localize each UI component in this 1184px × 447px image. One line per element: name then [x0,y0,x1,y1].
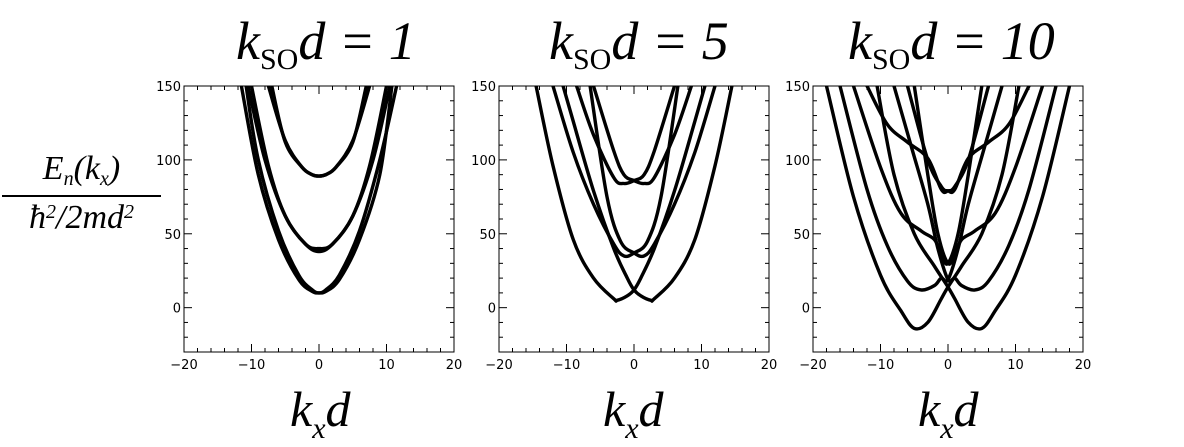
band-curve-5 [851,86,984,266]
x-tick-label: −10 [553,358,580,373]
x-tick-label: 0 [944,358,952,373]
plot-frame [812,85,1084,353]
x-tick-label: 10 [693,358,710,373]
band-curve-4 [892,86,1058,292]
title-k: k [848,11,872,71]
y-tick-label: 50 [793,228,810,243]
band-curve-2 [244,86,399,295]
panel-2: −20 −10 0 10 20 0 50 100 150 [471,80,777,373]
y-axis-label: En(kx) ħ2/2md2 [0,150,163,237]
x-tick-label: −10 [867,358,894,373]
y-tick-label: 100 [785,154,810,169]
curves [239,86,399,295]
band-curve-6 [591,86,694,186]
band-curve-4 [249,86,389,254]
y-tick-label: 150 [156,80,181,95]
x-tick-label: 20 [761,358,778,373]
title-sub: SO [259,43,299,76]
plot-frame [183,85,455,353]
band-curve-5 [574,86,677,186]
fraction-bar [2,195,161,197]
panel-1: −20 −10 0 10 20 0 50 100 150 [156,80,462,373]
x-tick-label: −10 [238,358,265,373]
x-tick-label: 0 [315,358,323,373]
curves [534,86,734,303]
x-tick-label: −20 [485,358,512,373]
band-curve-1 [534,86,707,303]
band-curve-8 [905,86,1031,195]
title-sub: SO [871,43,911,76]
band-curve-6 [912,86,1045,266]
x-tick-label: 20 [446,358,463,373]
x-tick-label: 20 [1075,358,1092,373]
band-curve-4 [588,86,717,259]
x-tick-label: 10 [1007,358,1024,373]
y-label-denominator: ħ2/2md2 [29,199,134,236]
panel-3-title: kSOd = 10 [848,10,1055,77]
plot-frame [498,85,770,353]
band-curve-6 [270,86,368,178]
panel-2-xlabel: kxd [603,381,664,445]
y-tick-label: 0 [488,302,496,317]
y-label-numerator: En(kx) [42,150,121,190]
title-rest: d = 1 [298,11,416,71]
panel-2-title: kSOd = 5 [549,10,729,77]
curves [824,86,1072,331]
y-tick-label: 100 [471,154,496,169]
band-curve-3 [551,86,680,259]
y-tick-label: 150 [471,80,496,95]
x-tick-label: 0 [630,358,638,373]
y-tick-label: 150 [785,80,810,95]
title-k: k [236,11,260,71]
x-tick-label: 10 [378,358,395,373]
x-tick-label: −20 [170,358,197,373]
title-rest: d = 10 [910,11,1055,71]
y-tick-label: 50 [479,228,496,243]
y-tick-label: 100 [156,154,181,169]
y-tick-label: 0 [173,302,181,317]
title-sub: SO [572,43,612,76]
band-curve-7 [865,86,991,195]
panel-1-xlabel: kxd [290,381,351,445]
panel-3: −20 −10 0 10 20 0 50 100 150 [785,80,1091,373]
title-rest: d = 5 [611,11,729,71]
x-tick-label: −20 [799,358,826,373]
panel-3-xlabel: kxd [918,381,979,445]
y-tick-label: 0 [802,302,810,317]
y-tick-label: 50 [164,228,181,243]
title-k: k [549,11,573,71]
band-curve-3 [838,86,1004,292]
panel-1-title: kSOd = 1 [236,10,416,77]
band-curve-2 [561,86,734,303]
